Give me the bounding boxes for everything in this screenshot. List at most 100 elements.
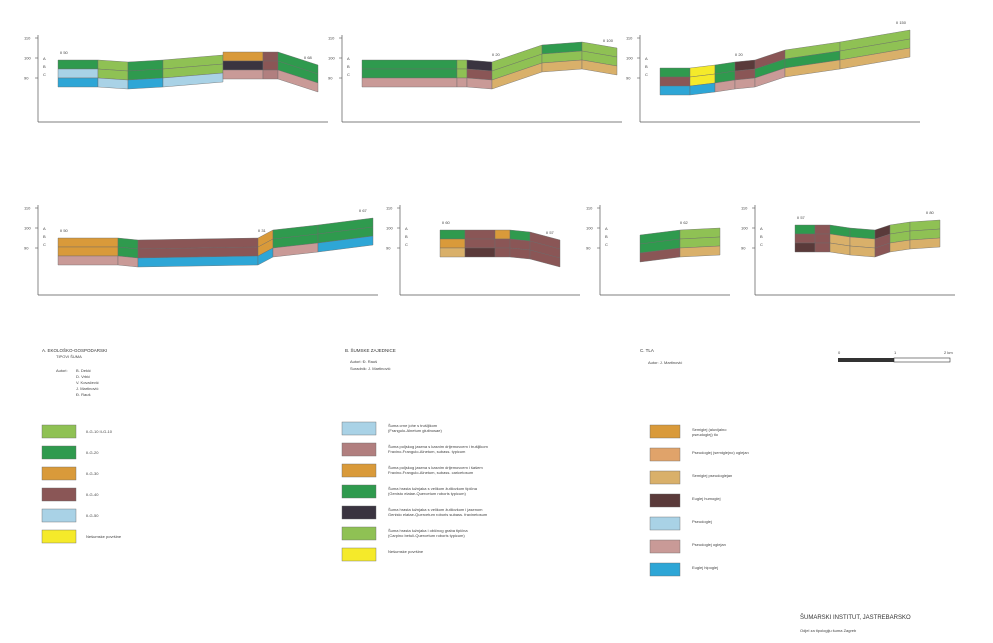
legend-a-author: J. Martinović	[76, 386, 98, 391]
profile-segment	[57, 237, 119, 248]
scale-label: 0	[838, 350, 841, 355]
profile-start-label: II 50	[60, 50, 69, 55]
legend-b-author: Autori: Đ. Rauš	[350, 359, 377, 364]
legend-a-swatch	[41, 487, 77, 502]
legend-c-label: Semiglej (aluvijalno	[692, 427, 727, 432]
profile-segment	[97, 77, 129, 90]
profile-panel-6: 110 100 90 ABC II 62	[586, 205, 730, 296]
profile-segment	[361, 68, 458, 79]
layer-letter: B	[405, 234, 408, 239]
legend-a-subheading: TIPOVI ŠUMA	[56, 354, 82, 359]
scale-label: 1	[894, 350, 897, 355]
profile-end-label: II 150	[896, 20, 907, 25]
profile-segment	[814, 233, 831, 244]
legend-b-label: Šuma poljskog jasena s kasnim drijemovce…	[388, 465, 483, 470]
tick-label: 90	[24, 76, 29, 81]
layer-letter: C	[43, 242, 46, 247]
tick-label: 90	[626, 76, 631, 81]
tick-label: 100	[328, 56, 335, 61]
tick-label: 110	[626, 36, 633, 41]
profile-end-label: II 67	[359, 208, 368, 213]
profile-end-label: II 68	[304, 55, 313, 60]
layer-letter: A	[605, 226, 608, 231]
legend-a-label: II-G-30	[86, 471, 99, 476]
profile-segment	[581, 59, 618, 76]
layer-letter: C	[405, 242, 408, 247]
legend-c-label: Euglej humoglej	[692, 496, 721, 501]
legend-c-author: Autor: J. Martinović	[648, 360, 682, 365]
profile-end-label: II 80	[926, 210, 935, 215]
profile-segment	[909, 237, 941, 250]
layer-letter: C	[760, 242, 763, 247]
profile-segment	[439, 247, 466, 258]
profile-segment	[127, 77, 164, 90]
legend-b-label: Nešumske površine	[388, 549, 424, 554]
layer-letter: B	[760, 234, 763, 239]
legend-b-sublabel: Fraxino-Frangulo-Alnetum, subass. carice…	[388, 470, 474, 475]
legend-a-author: D. Vrbić	[76, 374, 90, 379]
legend-b-swatch	[341, 463, 377, 478]
tick-label: 90	[24, 246, 29, 251]
profile-segment	[317, 235, 374, 253]
profile-segment	[361, 77, 458, 88]
legend-b-sublabel: Fraxino-Frangulo-Alnetum, subass. typicu…	[388, 449, 466, 454]
profile-segment	[494, 247, 511, 258]
tick-label: 100	[626, 56, 633, 61]
legend-b-sublabel: (Frangulo-Alnetum glutinosae)	[388, 428, 442, 433]
profile-segment	[794, 233, 816, 244]
legend-a-label: II-G-40	[86, 492, 99, 497]
legend-b-sublabel: (Carpino betuli-Quercetum roboris typicu…	[388, 533, 465, 538]
legend-b-swatch	[341, 442, 377, 457]
tick-label: 110	[328, 36, 335, 41]
profile-panel-1: 110 100 90 ABC II 50 II 68	[24, 35, 328, 123]
tick-label: 110	[24, 36, 31, 41]
legend-c-swatch	[649, 516, 681, 531]
legend-c-swatch	[649, 539, 681, 554]
layer-letter: A	[43, 56, 46, 61]
tick-label: 110	[24, 206, 31, 211]
profile-segment	[814, 242, 831, 253]
profile-segment	[57, 255, 119, 266]
layer-letter: B	[347, 64, 350, 69]
profile-segment	[262, 51, 279, 62]
profile-segment	[464, 238, 496, 249]
profile-segment	[361, 59, 458, 70]
profile-segment	[814, 224, 831, 235]
profile-segment	[849, 245, 876, 258]
profile-segment	[509, 247, 531, 260]
tick-label: 110	[386, 206, 393, 211]
profile-end-label: II 100	[603, 38, 614, 43]
profile-segment	[57, 77, 99, 88]
legend-c-swatch	[649, 493, 681, 508]
profile-mid-label: II 62	[680, 220, 689, 225]
tick-label: 110	[741, 206, 748, 211]
profile-segment	[439, 229, 466, 240]
legend-a-author: V. Kovačević	[76, 380, 99, 385]
layer-letter: B	[43, 234, 46, 239]
legend-a-label: II-G-50	[86, 513, 99, 518]
legend-c-label: Semiglej pseudoglejan	[692, 473, 732, 478]
profile-start-label: II 60	[442, 220, 451, 225]
profile-segment	[262, 60, 279, 71]
legend-c-swatch	[649, 424, 681, 439]
profile-segment	[456, 59, 468, 70]
legend-c-label: Pseudoglej	[692, 519, 712, 524]
profile-segment	[456, 68, 468, 79]
profile-segment	[57, 246, 119, 257]
profile-segment	[659, 85, 691, 96]
legend-c-sublabel: pseudoglej) tlo	[692, 432, 719, 437]
legend-b-label: Šuma hrasta lužnjaka i običnog graba tip…	[388, 528, 468, 533]
profile-segment	[734, 77, 756, 90]
legend-b-swatch	[341, 547, 377, 562]
profile-panel-7: 110 100 90 ABC II 57 II 80	[741, 205, 955, 296]
profile-segment	[494, 229, 511, 240]
profile-segment	[659, 76, 691, 87]
legend-b-heading: B. ŠUMSKE ZAJEDNICE	[345, 347, 396, 353]
profile-panel-5: 110 100 90 ABC II 60 II 57	[386, 205, 580, 296]
profile-segment	[466, 77, 493, 90]
profile-segment	[464, 247, 496, 258]
tick-label: 90	[741, 246, 746, 251]
layer-letter: B	[645, 64, 648, 69]
legend-b-label: Šuma hrasta lužnjaka s velikom žutilovko…	[388, 507, 483, 512]
scale-bar: 0 1 2 km	[838, 350, 953, 363]
